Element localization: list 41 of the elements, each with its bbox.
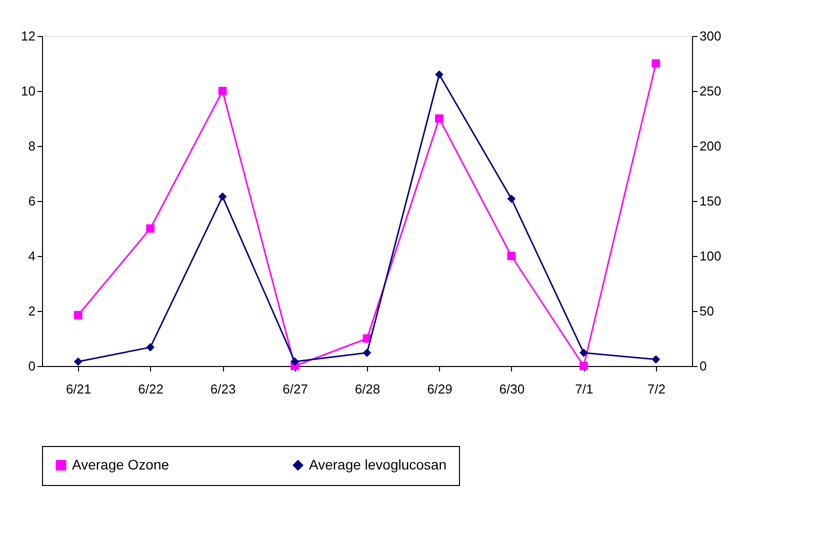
x-tick-label: 7/2 <box>647 382 666 396</box>
y-tick-label: 8 <box>28 138 36 154</box>
point <box>435 70 444 79</box>
x-tick-label: 6/29 <box>427 382 452 396</box>
y-tick-label: 6 <box>28 194 36 208</box>
point <box>74 357 82 366</box>
point <box>218 192 227 201</box>
y2-tick-label: 50 <box>700 304 714 318</box>
point <box>362 348 372 357</box>
y-tick-label: 0 <box>28 358 36 374</box>
legend-label: Average Ozone <box>72 456 170 472</box>
legend-label: Average levoglucosan <box>309 456 447 472</box>
point <box>579 348 588 357</box>
point <box>74 310 82 320</box>
x-tick-label: 7/1 <box>575 382 594 396</box>
point <box>435 114 444 123</box>
y2-tick-label: 200 <box>700 138 722 154</box>
y2-tick-label: 0 <box>700 358 707 374</box>
point <box>579 362 588 370</box>
x-tick-label: 6/23 <box>210 382 236 396</box>
x-tick-label: 6/27 <box>282 382 308 396</box>
x-tick-label: 6/21 <box>66 382 92 396</box>
x-tick-label: 6/22 <box>138 382 164 396</box>
point <box>652 355 660 364</box>
y-tick-label: 10 <box>21 84 36 98</box>
y-tick-label: 12 <box>21 28 36 44</box>
y-tick-label: 2 <box>28 304 36 318</box>
point <box>507 252 516 260</box>
point <box>218 86 227 96</box>
y2-tick-label: 100 <box>700 248 722 264</box>
y-tick-label: 4 <box>28 248 36 264</box>
point <box>652 59 660 68</box>
point <box>290 357 299 366</box>
y2-tick-label: 300 <box>700 28 722 44</box>
y2-tick-label: 150 <box>700 194 722 208</box>
x-tick-label: 6/30 <box>499 382 525 396</box>
point <box>146 343 155 352</box>
x-tick-label: 6/28 <box>354 382 380 396</box>
point <box>507 194 516 203</box>
point <box>146 224 155 233</box>
y2-tick-label: 250 <box>700 84 722 98</box>
